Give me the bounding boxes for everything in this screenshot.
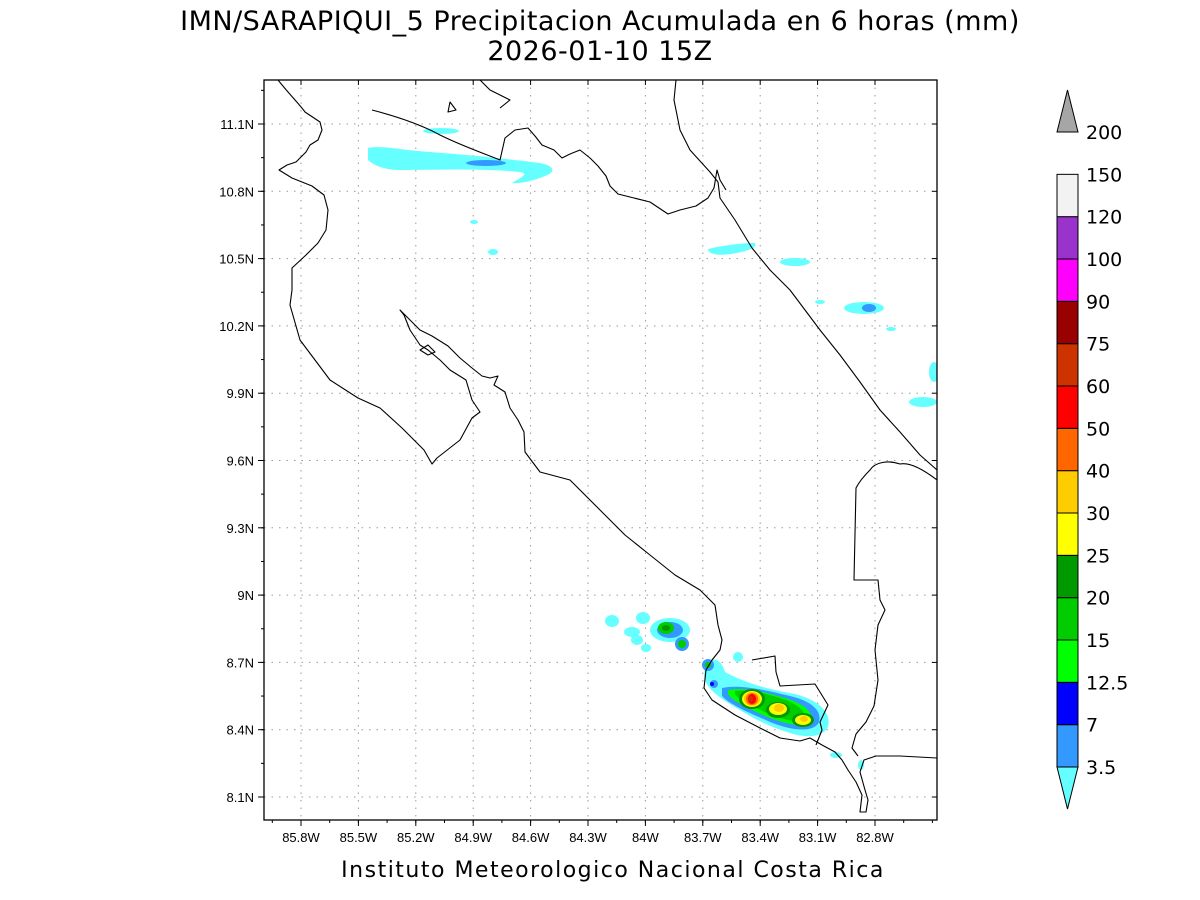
longitude-tick-label: 84.3W [569,830,607,845]
latitude-tick-label: 8.7N [227,655,254,670]
rain-cells-osa [605,612,690,652]
colorbar-label: 90 [1086,291,1110,313]
longitude-tick-label: 84W [632,830,659,845]
rain-core-golfito [702,652,864,770]
colorbar-swatch [1056,385,1079,429]
colorbar-label: 50 [1086,418,1110,440]
colorbar-min-arrow [1056,766,1079,810]
rain-cell-north-band [368,128,553,184]
colorbar-label: 3.5 [1086,757,1116,779]
longitude-tick-label: 84.6W [512,830,550,845]
map-plot-area: 85.8W 85.5W 85.2W 84.9W 84.6W 84.3W 84W 83.7W 83… [219,79,938,845]
latitude-tick-label: 8.1N [227,790,254,805]
colorbar-swatch [1056,300,1079,345]
colorbar-label: 20 [1086,588,1110,610]
colorbar-label: 25 [1086,545,1110,567]
colorbar-label: 7 [1086,715,1098,737]
latitude-tick-label: 10.2N [219,319,254,334]
colorbar-label: 40 [1086,461,1110,483]
precipitation-colorbar: 3.5 7 12.5 15 20 25 30 40 50 60 75 90 100 120 150 200 [1056,89,1128,810]
latitude-tick-label: 9N [237,588,254,603]
longitude-tick-label: 85.2W [397,830,435,845]
latitude-tick-label: 9.6N [227,454,254,469]
colorbar-swatch [1056,173,1079,218]
longitude-tick-label: 85.5W [340,830,378,845]
graticule-grid [264,80,937,820]
longitude-tick-label: 83.4W [741,830,779,845]
colorbar-label: 100 [1086,249,1122,271]
colorbar-label: 200 [1086,122,1122,144]
latitude-tick-label: 9.3N [227,521,254,536]
latitude-labels: 11.1N 10.8N 10.5N 10.2N 9.9N 9.6N 9.3N 9N 8.7N 8.… [219,117,254,805]
latitude-tick-label: 10.8N [219,184,254,199]
longitude-tick-label: 84.9W [454,830,492,845]
latitude-tick-label: 10.5N [219,252,254,267]
rain-cells-scattered-north [470,220,937,407]
colorbar-label: 12.5 [1086,672,1128,694]
colorbar-swatch [1056,597,1079,641]
colorbar-swatch [1056,470,1079,514]
latitude-tick-label: 9.9N [227,386,254,401]
colorbar-swatch [1056,216,1079,260]
colorbar-max-arrow [1056,89,1079,133]
colorbar-label: 120 [1086,207,1122,229]
colorbar-label: 15 [1086,630,1110,652]
colorbar-label: 30 [1086,503,1110,525]
latitude-tick-label: 8.4N [227,723,254,738]
colorbar-swatch [1056,554,1079,599]
colorbar-swatch [1056,258,1079,302]
longitude-labels: 85.8W 85.5W 85.2W 84.9W 84.6W 84.3W 84W 83.7W 83… [282,830,894,845]
colorbar-swatch [1056,427,1079,472]
colorbar-swatch [1056,681,1079,726]
longitude-tick-label: 82.8W [856,830,894,845]
map-frame [263,79,938,821]
colorbar-swatch [1056,724,1079,768]
longitude-tick-label: 85.8W [282,830,320,845]
axis-tick-marks [258,80,937,826]
colorbar-swatch [1056,639,1079,683]
colorbar-label: 75 [1086,334,1110,356]
map-title: IMN/SARAPIQUI_5 Precipitacion Acumulada … [180,6,1020,37]
colorbar-label: 60 [1086,376,1110,398]
colorbar-swatch [1056,512,1079,556]
colorbar-swatch [1056,343,1079,387]
map-subtitle: 2026-01-10 15Z [487,36,712,67]
coastline-borders [277,80,937,813]
colorbar-label: 150 [1086,164,1122,186]
latitude-tick-label: 11.1N [220,117,254,132]
longitude-tick-label: 83.7W [684,830,722,845]
footer-credit: Instituto Meteorologico Nacional Costa R… [341,858,885,883]
longitude-tick-label: 83.1W [799,830,837,845]
precipitation-fields [368,128,937,770]
